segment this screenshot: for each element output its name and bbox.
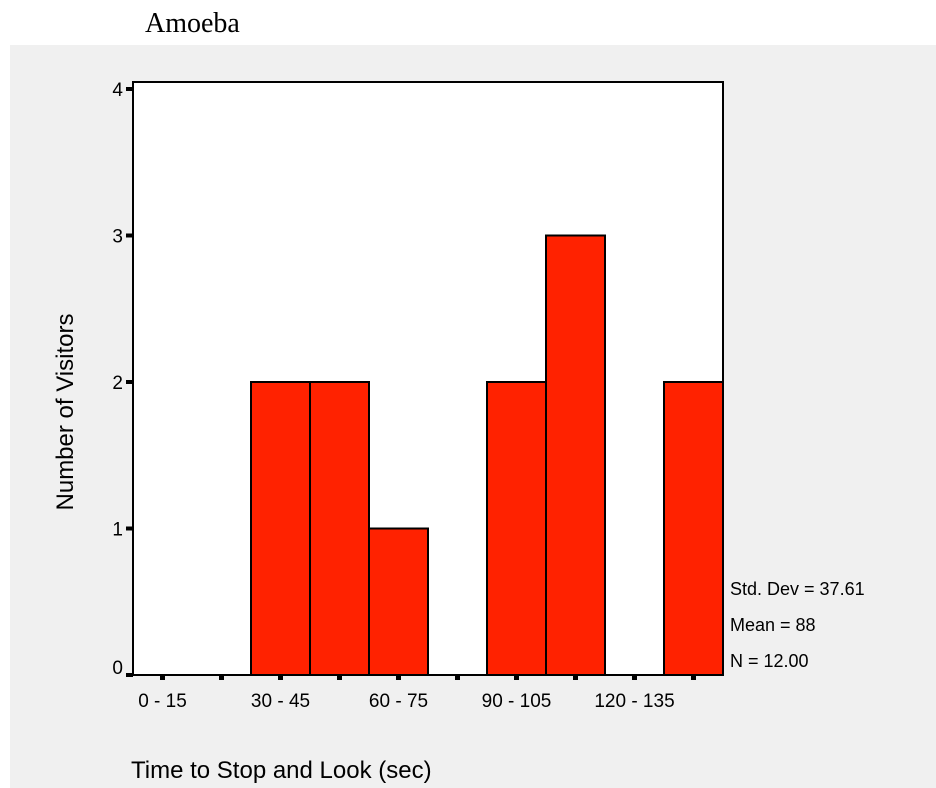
x-tick-label: 0 - 15	[138, 691, 187, 712]
x-tick-label: 60 - 75	[369, 691, 428, 712]
y-axis-title: Number of Visitors	[52, 314, 79, 511]
histogram-bar	[309, 381, 370, 676]
histogram-bar	[250, 381, 311, 676]
y-tick-label: 3	[112, 227, 123, 248]
stats-label: Mean = 88	[730, 615, 816, 635]
y-tick-label: 0	[112, 658, 123, 679]
x-tick-label: 120 - 135	[594, 691, 674, 712]
chart-title: Amoeba	[145, 8, 240, 39]
stats-label: Std. Dev = 37.61	[730, 579, 865, 599]
y-tick-label: 2	[112, 373, 123, 394]
x-tick-label: 30 - 45	[251, 691, 310, 712]
histogram-bar	[545, 234, 606, 676]
histogram-bar	[368, 527, 429, 676]
x-axis-title: Time to Stop and Look (sec)	[131, 757, 432, 784]
histogram-bar	[486, 381, 547, 676]
histogram-bar	[663, 381, 724, 676]
y-tick-label: 1	[112, 520, 123, 541]
x-tick-label: 90 - 105	[482, 691, 552, 712]
stats-label: N = 12.00	[730, 651, 809, 671]
y-tick-label: 4	[112, 80, 123, 101]
